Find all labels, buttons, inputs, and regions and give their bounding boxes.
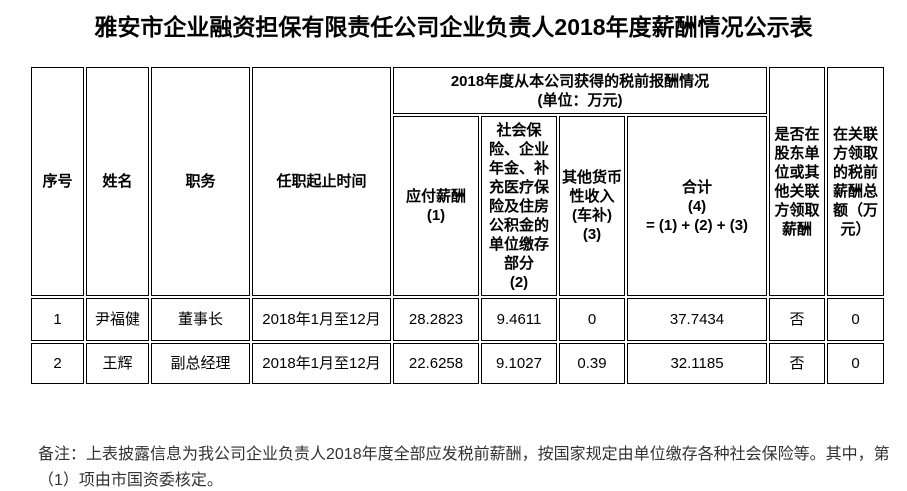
col-header-total: 合计 (4) = (1) + (2) + (3) <box>627 116 767 296</box>
cell-other-party-flag: 否 <box>769 343 825 384</box>
salary-table: 序号 姓名 职务 任职起止时间 2018年度从本公司获得的税前报酬情况 (单位：… <box>29 65 886 386</box>
col-header-other-monetary-income: 其他货币性收入 (车补) (3) <box>559 116 625 296</box>
cell-related-party-amount: 0 <box>827 298 884 341</box>
table-row: 2 王辉 副总经理 2018年1月至12月 22.6258 9.1027 0.3… <box>31 343 884 384</box>
cell-serial: 2 <box>31 343 84 384</box>
col-header-name: 姓名 <box>86 67 149 296</box>
cell-name: 王辉 <box>86 343 149 384</box>
footnote-line-2: （1）项由市国资委核定。 <box>38 472 223 489</box>
col-header-other-party-flag: 是否在股东单位或其他关联方领取薪酬 <box>769 67 825 296</box>
cell-payable-salary: 22.6258 <box>393 343 479 384</box>
col-header-serial: 序号 <box>31 67 84 296</box>
cell-other-party-flag: 否 <box>769 298 825 341</box>
cell-social-insurance: 9.4611 <box>481 298 557 341</box>
cell-other-monetary-income: 0 <box>559 298 625 341</box>
cell-other-monetary-income: 0.39 <box>559 343 625 384</box>
footnote-line-1: 备注：上表披露信息为我公司企业负责人2018年度全部应发税前薪酬，按国家规定由单… <box>38 446 890 463</box>
cell-serial: 1 <box>31 298 84 341</box>
header-row-top: 序号 姓名 职务 任职起止时间 2018年度从本公司获得的税前报酬情况 (单位：… <box>31 67 884 296</box>
col-header-payable-salary: 应付薪酬 (1) <box>393 116 479 296</box>
cell-position: 副总经理 <box>151 343 250 384</box>
col-header-related-party-amount: 在关联方领取的税前薪酬总额（万元） <box>827 67 884 296</box>
cell-total: 32.1185 <box>627 343 767 384</box>
cell-position: 董事长 <box>151 298 250 341</box>
cell-tenure: 2018年1月至12月 <box>252 298 391 341</box>
col-header-tenure: 任职起止时间 <box>252 67 391 296</box>
footnote: 备注：上表披露信息为我公司企业负责人2018年度全部应发税前薪酬，按国家规定由单… <box>38 442 904 491</box>
cell-name: 尹福健 <box>86 298 149 341</box>
col-header-social-insurance: 社会保险、企业年金、补充医疗保险及住房公积金的单位缴存部分 (2) <box>481 116 557 296</box>
header-row-sub: 应付薪酬 (1) 社会保险、企业年金、补充医疗保险及住房公积金的单位缴存部分 (… <box>31 116 884 296</box>
col-group-header-pretax-pay: 2018年度从本公司获得的税前报酬情况 (单位：万元) <box>393 67 767 114</box>
cell-related-party-amount: 0 <box>827 343 884 384</box>
cell-social-insurance: 9.1027 <box>481 343 557 384</box>
cell-tenure: 2018年1月至12月 <box>252 343 391 384</box>
page-title: 雅安市企业融资担保有限责任公司企业负责人2018年度薪酬情况公示表 <box>94 14 813 40</box>
col-header-position: 职务 <box>151 67 250 296</box>
cell-total: 37.7434 <box>627 298 767 341</box>
cell-payable-salary: 28.2823 <box>393 298 479 341</box>
table-row: 1 尹福健 董事长 2018年1月至12月 28.2823 9.4611 0 3… <box>31 298 884 341</box>
